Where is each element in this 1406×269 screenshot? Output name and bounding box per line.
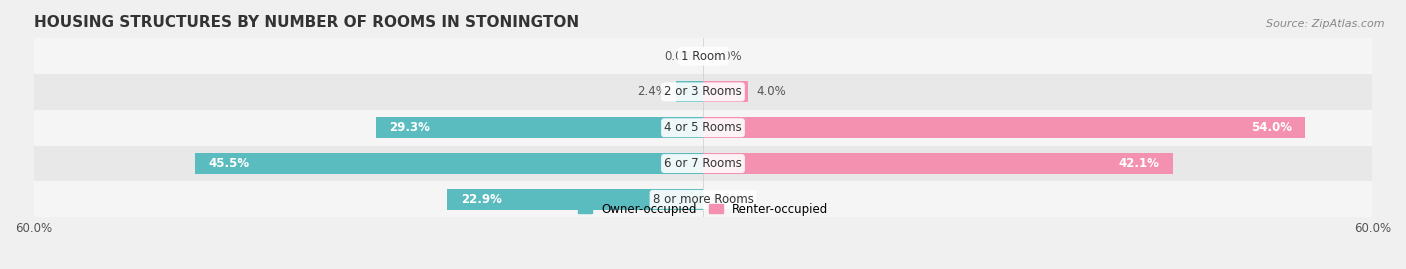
Text: 4.0%: 4.0% [756, 85, 786, 98]
Bar [34, 110, 1372, 146]
Bar [703, 153, 1173, 174]
Text: 6 or 7 Rooms: 6 or 7 Rooms [664, 157, 742, 170]
Bar [34, 182, 1372, 217]
Bar [676, 82, 703, 102]
Text: 0.0%: 0.0% [711, 49, 741, 62]
Bar [195, 153, 703, 174]
Bar [34, 146, 1372, 182]
Text: 22.9%: 22.9% [461, 193, 502, 206]
Text: 4 or 5 Rooms: 4 or 5 Rooms [664, 121, 742, 134]
Text: 54.0%: 54.0% [1251, 121, 1292, 134]
Bar [447, 189, 703, 210]
Text: 2.4%: 2.4% [637, 85, 668, 98]
Bar [34, 38, 1372, 74]
Text: Source: ZipAtlas.com: Source: ZipAtlas.com [1267, 19, 1385, 29]
Text: 8 or more Rooms: 8 or more Rooms [652, 193, 754, 206]
Bar [375, 117, 703, 138]
Text: 0.0%: 0.0% [665, 49, 695, 62]
Bar [703, 82, 748, 102]
Text: 0.0%: 0.0% [711, 193, 741, 206]
Text: 2 or 3 Rooms: 2 or 3 Rooms [664, 85, 742, 98]
Bar [34, 74, 1372, 110]
Text: 45.5%: 45.5% [208, 157, 250, 170]
Text: 29.3%: 29.3% [389, 121, 430, 134]
Text: 1 Room: 1 Room [681, 49, 725, 62]
Bar [703, 117, 1306, 138]
Legend: Owner-occupied, Renter-occupied: Owner-occupied, Renter-occupied [572, 198, 834, 220]
Text: HOUSING STRUCTURES BY NUMBER OF ROOMS IN STONINGTON: HOUSING STRUCTURES BY NUMBER OF ROOMS IN… [34, 15, 579, 30]
Text: 42.1%: 42.1% [1118, 157, 1160, 170]
